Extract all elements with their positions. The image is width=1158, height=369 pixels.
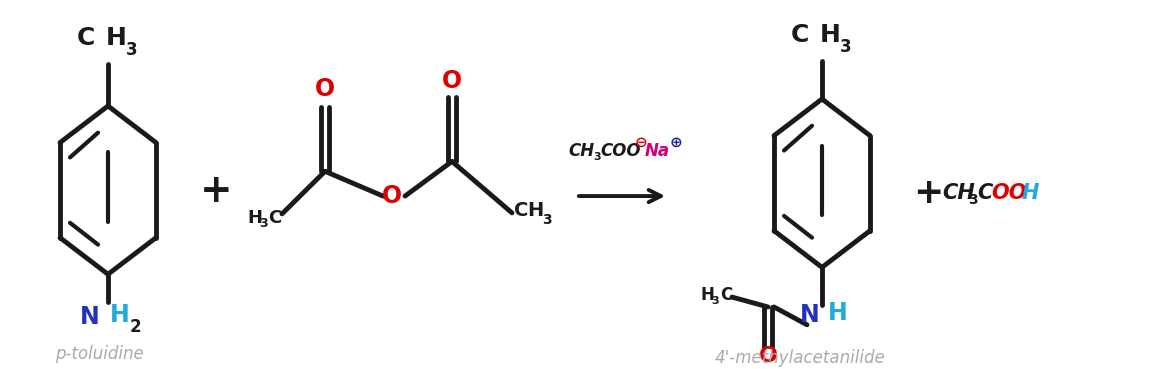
Text: C: C bbox=[791, 23, 809, 46]
Text: H: H bbox=[105, 25, 126, 49]
Text: O: O bbox=[758, 346, 777, 366]
Text: O: O bbox=[442, 69, 462, 93]
Text: Na: Na bbox=[645, 142, 670, 159]
Text: H: H bbox=[247, 209, 262, 227]
Text: 3: 3 bbox=[711, 296, 719, 306]
Text: ⊖: ⊖ bbox=[635, 135, 647, 150]
Text: COO: COO bbox=[600, 142, 640, 159]
Text: C: C bbox=[720, 286, 732, 304]
Text: 3: 3 bbox=[968, 193, 977, 207]
Text: O: O bbox=[382, 184, 402, 208]
Text: N: N bbox=[800, 303, 820, 327]
Text: p-toluidine: p-toluidine bbox=[54, 345, 144, 362]
Text: H: H bbox=[699, 286, 713, 304]
Text: +: + bbox=[199, 172, 233, 210]
Text: N: N bbox=[80, 305, 100, 329]
Text: H: H bbox=[527, 201, 543, 220]
Text: C: C bbox=[977, 183, 992, 203]
Text: CH: CH bbox=[569, 142, 594, 159]
Text: H: H bbox=[1023, 183, 1040, 203]
Text: 4'-methylacetanilide: 4'-methylacetanilide bbox=[714, 349, 886, 368]
Text: H: H bbox=[828, 301, 848, 325]
Text: C: C bbox=[267, 209, 281, 227]
Text: H: H bbox=[820, 23, 841, 46]
Text: 3: 3 bbox=[841, 38, 852, 56]
Text: 2: 2 bbox=[130, 318, 141, 336]
Text: C: C bbox=[514, 201, 528, 220]
Text: 3: 3 bbox=[593, 152, 601, 162]
Text: 3: 3 bbox=[259, 217, 267, 230]
Text: ⊕: ⊕ bbox=[670, 135, 683, 150]
Text: 3: 3 bbox=[126, 41, 138, 59]
Text: O: O bbox=[315, 77, 335, 101]
Text: 3: 3 bbox=[542, 213, 551, 227]
Text: C: C bbox=[76, 25, 95, 49]
Text: H: H bbox=[110, 303, 130, 327]
Text: CH: CH bbox=[941, 183, 975, 203]
Text: +: + bbox=[913, 176, 943, 210]
Text: OO: OO bbox=[991, 183, 1026, 203]
